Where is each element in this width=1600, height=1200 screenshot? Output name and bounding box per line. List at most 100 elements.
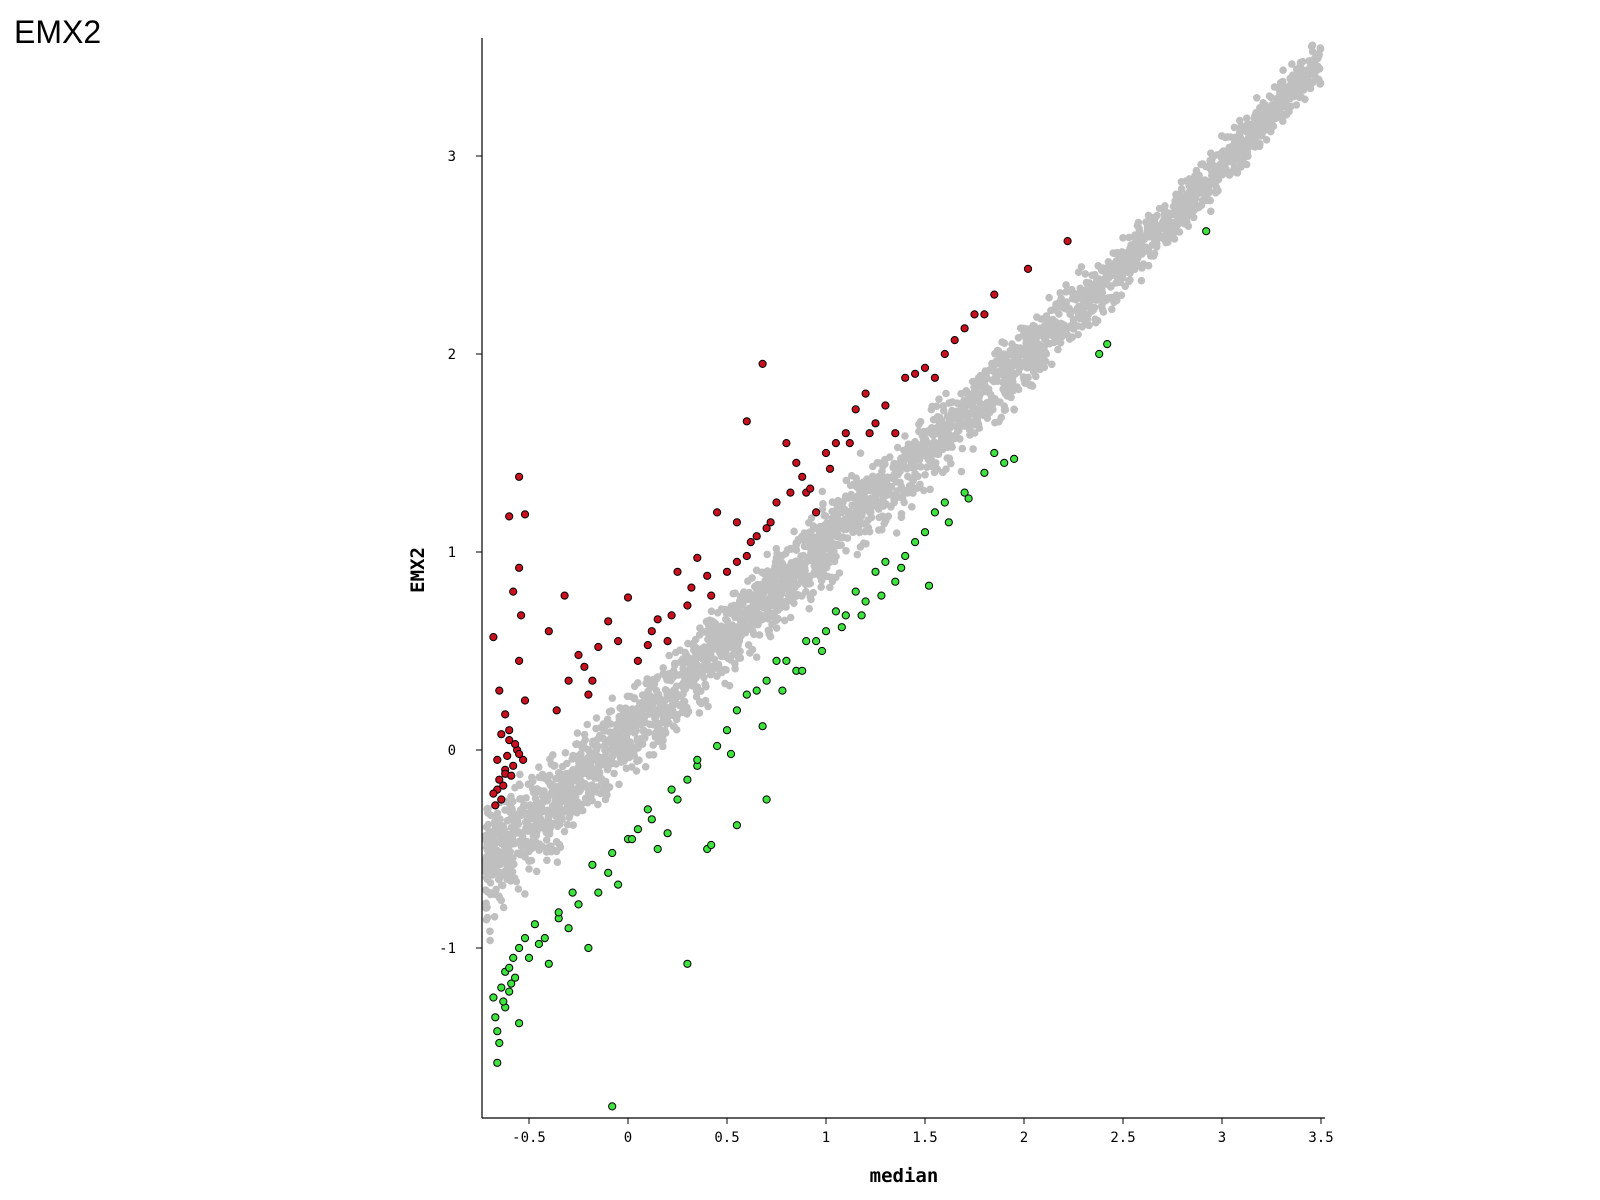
background-point — [691, 668, 699, 677]
x-tick-label: 1 — [822, 1130, 830, 1146]
up-point — [507, 771, 516, 780]
background-point — [545, 771, 554, 780]
background-point — [920, 486, 928, 495]
slide-title: EMX2 — [14, 14, 102, 50]
background-point — [670, 689, 678, 698]
down-point — [742, 690, 751, 699]
down-point — [871, 567, 880, 576]
background-point — [640, 727, 648, 736]
background-point — [771, 562, 779, 571]
background-point — [817, 583, 825, 591]
background-point — [605, 783, 614, 791]
up-point — [713, 508, 722, 517]
background-point — [592, 714, 601, 722]
down-point — [524, 953, 534, 963]
up-point — [960, 324, 969, 333]
background-point — [1126, 269, 1134, 277]
background-point — [585, 772, 594, 780]
background-point — [1116, 278, 1124, 287]
background-point — [892, 529, 901, 537]
background-point — [1130, 252, 1139, 260]
y-tick-label: 1 — [448, 545, 456, 561]
background-point — [821, 512, 830, 520]
background-point — [581, 780, 589, 788]
background-point — [792, 546, 801, 554]
background-point — [653, 674, 661, 683]
background-point — [1079, 292, 1088, 301]
background-point — [1084, 302, 1093, 311]
background-point — [1077, 263, 1086, 271]
background-point — [608, 694, 617, 702]
background-point — [1308, 41, 1317, 50]
down-point — [812, 637, 821, 646]
background-point — [904, 489, 912, 497]
background-point — [492, 811, 501, 820]
up-point — [552, 706, 561, 715]
background-point — [589, 737, 597, 746]
y-axis-ticks: -1 0 1 2 3 — [439, 149, 482, 957]
background-point — [549, 751, 557, 759]
background-point — [651, 713, 660, 722]
background-point — [659, 742, 667, 751]
background-point — [1217, 153, 1226, 162]
up-point — [509, 587, 518, 596]
background-point — [975, 394, 983, 402]
background-point — [770, 586, 778, 594]
background-point — [569, 776, 577, 785]
background-point — [523, 844, 531, 852]
down-point — [990, 448, 999, 458]
background-point — [1316, 80, 1324, 88]
background-point — [1278, 84, 1286, 93]
background-point — [1056, 289, 1064, 297]
background-point — [497, 881, 506, 889]
background-point — [481, 886, 490, 894]
background-point — [1078, 323, 1086, 331]
background-point — [1029, 352, 1037, 360]
up-point — [693, 553, 702, 563]
background-point — [509, 860, 517, 869]
background-point — [554, 769, 563, 777]
background-point — [1310, 71, 1318, 79]
down-point — [980, 468, 989, 477]
background-point — [651, 695, 659, 703]
down-point — [752, 686, 761, 695]
background-point — [1119, 234, 1127, 242]
x-tick-label: 1.5 — [912, 1130, 937, 1146]
up-point — [520, 510, 530, 519]
background-point — [763, 550, 771, 559]
background-point — [605, 708, 614, 716]
background-point — [486, 828, 495, 837]
background-point — [659, 699, 667, 707]
background-point — [878, 525, 886, 534]
up-point — [707, 591, 716, 600]
background-point — [746, 649, 754, 657]
background-point — [602, 755, 611, 764]
background-point — [1150, 224, 1159, 233]
background-point — [814, 525, 822, 533]
up-point — [1023, 264, 1033, 273]
background-point — [535, 773, 543, 781]
background-point — [1008, 377, 1017, 386]
background-point — [736, 602, 744, 610]
background-point — [504, 855, 513, 864]
background-point — [853, 497, 861, 506]
background-point — [557, 782, 566, 791]
down-point — [1202, 227, 1211, 236]
background-point — [514, 885, 523, 893]
background-point — [740, 622, 749, 630]
background-point — [954, 419, 963, 427]
up-point — [564, 676, 573, 685]
background-point — [493, 827, 501, 836]
up-point — [812, 508, 821, 517]
background-point — [646, 706, 655, 714]
background-point — [753, 587, 761, 595]
up-point — [970, 310, 979, 319]
background-point — [1117, 268, 1125, 277]
up-point — [732, 557, 742, 567]
background-point — [855, 514, 864, 522]
background-point — [482, 867, 491, 876]
background-point — [729, 589, 737, 598]
down-point — [491, 1013, 500, 1022]
background-point — [1197, 160, 1205, 169]
background-point — [942, 389, 950, 398]
